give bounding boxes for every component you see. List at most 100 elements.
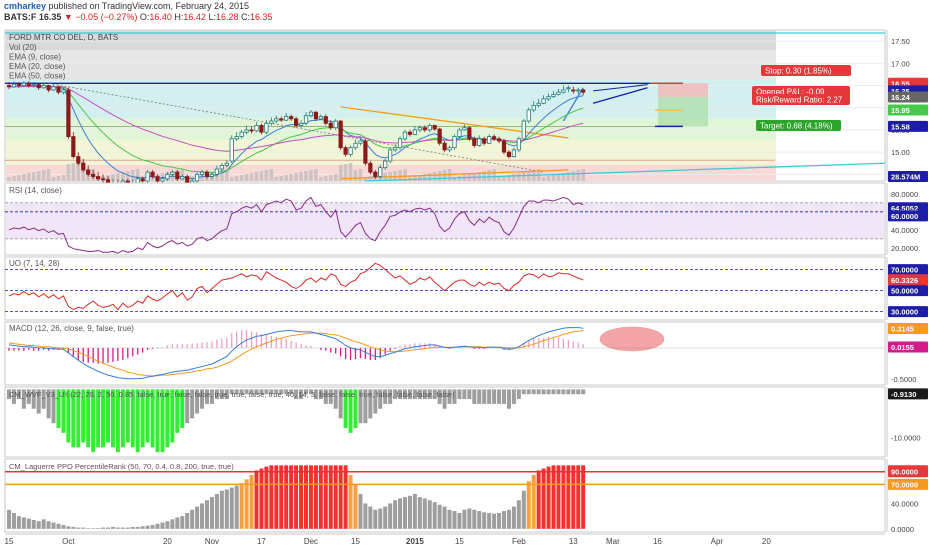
price-zone-band (6, 30, 776, 50)
x-axis-tick-label: Feb (512, 537, 526, 546)
ppo-bar (412, 493, 417, 529)
candle-body (427, 125, 432, 131)
candle-body (462, 127, 467, 131)
ppo-bar (244, 479, 249, 529)
price-badge-bg (888, 91, 928, 103)
ppo-bar (546, 466, 551, 529)
candle-body (165, 173, 170, 180)
volume-bar (244, 174, 249, 181)
rsi-badge-text: 64.5052 (891, 204, 918, 213)
candle-body (333, 120, 338, 129)
volume-bar (76, 162, 81, 181)
volume-bar (418, 175, 422, 181)
wvf-bar (274, 389, 279, 395)
ppo-bar (145, 525, 150, 529)
candle-body (96, 176, 101, 180)
candle-body (289, 116, 294, 120)
ppo-bar (155, 523, 160, 529)
wvf-bar (234, 389, 239, 395)
ppo-bar (506, 509, 511, 529)
candle-body (293, 118, 299, 126)
ppo-bar (209, 497, 214, 529)
candle-body (76, 156, 81, 164)
author-name[interactable]: cmharkey (4, 1, 47, 11)
candle-body (313, 111, 319, 120)
ppo-bar (66, 526, 71, 529)
price-legend-entry: EMA (20, close) (9, 62, 66, 71)
volume-bar (56, 176, 61, 181)
x-axis-tick-label: 2015 (406, 537, 424, 546)
ppo-bar (417, 497, 422, 529)
risk-reward-label: Risk/Reward Ratio: 2.27 (752, 94, 850, 105)
volume-bar (328, 175, 333, 181)
wvf-bar (16, 389, 21, 400)
ppo-bar (383, 506, 388, 529)
ppo-bar (175, 517, 180, 529)
ppo-bar (299, 465, 304, 529)
x-axis-tick-label: 20 (762, 537, 771, 546)
volume-bar (517, 173, 521, 181)
candle-body (36, 84, 41, 89)
ppo-bar (422, 498, 427, 529)
wvf-bar (343, 389, 348, 429)
ppo-bar (205, 500, 209, 529)
candle-body (284, 116, 289, 121)
price-badge: 15.95 (888, 104, 928, 116)
wvf-ytick-label: -10.0000 (891, 434, 921, 443)
candle-body (561, 89, 566, 93)
volume-bar (333, 174, 338, 181)
candle-body (81, 162, 86, 171)
price-change: ▼ −0.05 (−0.27%) (63, 12, 138, 22)
volume-bar (71, 163, 76, 181)
symbol-name: BATS:F (4, 12, 37, 22)
wvf-bar (61, 389, 66, 433)
volume-bar (571, 171, 576, 181)
wvf-bar (487, 389, 492, 404)
candle-body (274, 118, 279, 122)
wvf-bar (412, 389, 417, 400)
candle-body (160, 178, 165, 182)
wvf-bar (289, 389, 294, 395)
x-axis-tick-label: Oct (62, 537, 75, 546)
price-badge-text: 15.95 (891, 106, 910, 115)
wvf-bar (200, 389, 205, 409)
ppo-bar (343, 465, 348, 529)
volume-bar (319, 177, 323, 181)
volume-bar (338, 165, 343, 181)
close-value: 16.35 (250, 12, 273, 22)
ppo-bar (224, 489, 229, 529)
ppo-ytick-label: 40.0000 (891, 499, 918, 508)
candle-body (180, 176, 185, 180)
volume-bar (343, 164, 348, 181)
ppo-bar (497, 512, 502, 529)
wvf-bar (373, 389, 378, 414)
ppo-bar (536, 470, 541, 529)
wvf-bar (521, 389, 526, 395)
wvf-bar (86, 389, 91, 448)
wvf-bar (437, 389, 442, 404)
ppo-bar (91, 528, 96, 529)
wvf-bar (135, 389, 140, 453)
volume-bar (551, 175, 556, 181)
candle-body (100, 178, 106, 181)
wvf-bar (472, 389, 477, 404)
ppo-bar (140, 526, 145, 529)
wvf-bar (209, 389, 214, 404)
candle-body (269, 120, 274, 124)
ppo-bar (130, 526, 135, 529)
macd-badge-bg (888, 341, 928, 353)
ppo-bar (323, 465, 328, 529)
wvf-bar (269, 389, 274, 395)
price-badge-text: 28.574M (891, 173, 920, 182)
wvf-bar (106, 389, 110, 443)
uo-badge-bg (888, 264, 928, 276)
wvf-bar (155, 389, 160, 453)
macd-badge: 0.3145 (888, 323, 928, 335)
ppo-badge-text: 90.0000 (891, 468, 918, 477)
ppo-bar (36, 521, 41, 529)
rsi-panel-ytick-label: 80.0000 (891, 190, 918, 199)
wvf-bar (348, 389, 353, 433)
rsi-badge-text: 60.0000 (891, 212, 918, 221)
wvf-bar (318, 389, 323, 400)
